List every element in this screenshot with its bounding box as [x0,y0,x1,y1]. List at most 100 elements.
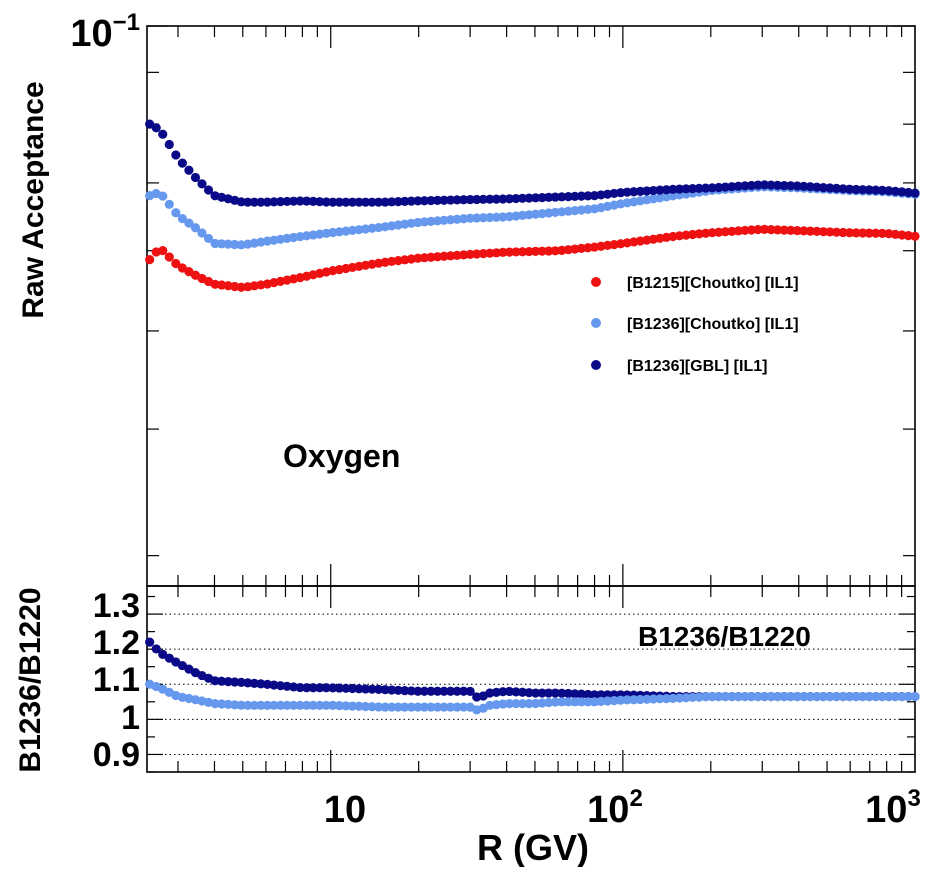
ratio-data-point [288,700,299,710]
ratio-data-point [145,637,155,647]
data-point [465,249,475,259]
data-point [341,197,351,207]
data-point [256,197,266,207]
ratio-data-point [445,702,456,712]
data-point [164,252,174,262]
ratio-data-point [890,691,900,702]
data-point [295,196,305,206]
ratio-data-point [681,693,691,703]
data-point [825,183,835,193]
ratio-data-point [609,696,619,706]
data-point [478,194,488,204]
ratio-data-point [387,702,397,712]
data-point [831,183,842,193]
ratio-data-point [321,700,331,710]
data-point [380,197,390,207]
ratio-data-point [897,691,907,702]
ratio-data-point [844,691,855,702]
ratio-data-point [432,702,443,712]
data-point [485,194,495,204]
data-point [720,227,730,237]
data-point [531,246,541,256]
ratio-data-point [393,702,403,712]
data-point [439,195,449,205]
ratio-data-point [498,699,508,709]
ratio-data-point [387,685,397,695]
bottom-ytick-label: 1.1 [93,661,140,699]
ratio-data-point [537,688,547,698]
ratio-data-point [524,698,534,709]
data-point [674,184,685,194]
data-point [773,225,783,235]
data-point [740,225,750,236]
ratio-series-1 [145,679,920,715]
ratio-data-point [275,700,286,710]
ratio-data-point [531,688,541,698]
ratio-data-point [262,700,273,710]
ratio-annotation: B1236/B1220 [638,621,811,652]
series-0 [145,224,920,292]
data-point [217,239,227,249]
data-point [465,194,475,205]
ratio-data-point [517,698,528,709]
ratio-data-point [544,697,554,708]
ratio-data-point [825,691,835,702]
ratio-data-point [295,682,305,693]
data-point [360,197,371,207]
data-point [171,150,181,160]
data-point [635,186,645,196]
data-point [472,249,482,259]
ratio-data-point [589,697,600,707]
ratio-data-point [406,702,416,712]
data-point [720,182,730,192]
data-point [524,193,534,203]
ratio-data-point [465,686,475,696]
ratio-data-point [321,683,331,693]
ratio-data-point [334,683,344,693]
ratio-data-point [315,683,325,693]
ratio-data-point [406,686,416,696]
ratio-data-point [661,693,672,704]
data-point [655,185,665,195]
data-point [406,196,416,206]
ratio-data-point [563,697,573,707]
ratio-data-point [459,686,469,696]
ratio-data-point [504,686,515,697]
data-point [491,248,501,258]
ratio-data-point [354,684,364,694]
legend-label-b1215-choutko: [B1215][Choutko] [IL1] [627,275,799,292]
legend-label-b1236-choutko: [B1236][Choutko] [IL1] [627,316,799,333]
data-point [550,192,560,202]
data-point [753,180,763,190]
data-point [779,225,789,235]
ratio-data-point [151,644,161,654]
ratio-data-point [328,683,338,693]
data-point [858,228,868,238]
data-point [308,196,318,206]
data-point [262,197,273,207]
ratio-data-point [256,700,266,710]
data-point [661,185,672,195]
data-point [851,228,861,238]
ratio-data-point [511,698,521,709]
ratio-data-point [459,702,469,712]
data-point [445,251,456,261]
data-point [334,197,344,207]
data-point [452,250,462,260]
ratio-data-point [360,684,371,694]
ratio-data-point [374,702,384,712]
ratio-data-point [452,702,462,712]
data-point [740,181,750,191]
ratio-data-point [720,691,730,702]
data-point [426,252,436,262]
ratio-data-point [217,676,227,686]
ratio-data-point [380,685,390,695]
tick-layer [147,25,915,773]
data-point [786,225,796,235]
ratio-data-point [374,684,384,695]
data-point [452,195,462,205]
data-point [871,228,881,238]
data-point [190,223,201,233]
data-point [864,185,874,195]
